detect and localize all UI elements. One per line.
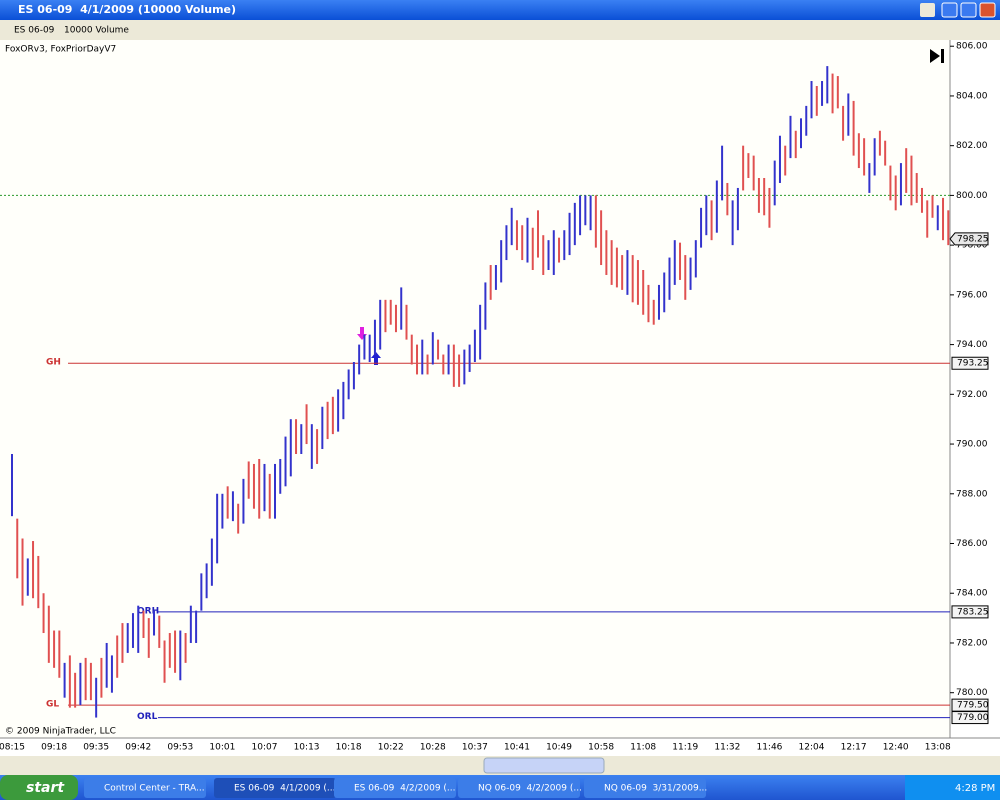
price-box-label: 793.25	[957, 359, 989, 369]
x-tick-label: 12:40	[883, 743, 909, 753]
price-box-label: 779.00	[957, 713, 989, 723]
x-tick-label: 11:19	[672, 743, 698, 753]
last-price-label: 798.25	[957, 234, 989, 244]
taskbar-item-label: ES 06-09 4/2/2009 (...	[354, 784, 456, 794]
level-name: GL	[46, 700, 59, 710]
price-box	[951, 711, 989, 725]
y-tick-label: 788.00	[956, 489, 988, 499]
system-tray	[905, 775, 1000, 800]
instrument-selector[interactable]: ES 06-09	[14, 26, 55, 36]
x-tick-label: 08:15	[0, 743, 25, 753]
y-tick-label: 804.00	[956, 91, 988, 101]
taskbar-item[interactable]	[214, 778, 336, 798]
price-axis	[950, 40, 1000, 738]
y-tick-label: 790.00	[956, 440, 988, 450]
level-name: GH	[46, 358, 61, 368]
x-tick-label: 12:04	[799, 743, 825, 753]
price-box	[951, 356, 989, 370]
y-tick-label: 800.00	[956, 191, 988, 201]
price-box-label: 779.50	[957, 701, 989, 711]
taskbar-item-label: Control Center - TRA...	[104, 784, 205, 794]
taskbar-item[interactable]	[458, 778, 580, 798]
y-tick-label: 784.00	[956, 589, 988, 599]
link-button[interactable]	[920, 3, 935, 17]
indicator-list: FoxORv3, FoxPriorDayV7	[5, 45, 116, 55]
level-name: ORL	[137, 712, 158, 722]
x-tick-label: 11:32	[714, 743, 740, 753]
scroll-thumb[interactable]	[483, 757, 605, 774]
y-tick-label: 786.00	[956, 539, 988, 549]
y-tick-label: 806.00	[956, 42, 988, 52]
window-title: ES 06-09 4/1/2009 (10000 Volume)	[18, 3, 236, 16]
level-name: ORH	[137, 606, 159, 616]
minimize-button[interactable]	[941, 2, 958, 18]
x-tick-label: 13:08	[925, 743, 951, 753]
toolbar	[0, 20, 1000, 40]
x-tick-label: 10:49	[546, 743, 572, 753]
x-tick-label: 10:28	[420, 743, 446, 753]
taskbar-item-label: NQ 06-09 3/31/2009...	[604, 784, 707, 794]
period-selector[interactable]: 10000 Volume	[64, 26, 129, 36]
x-tick-label: 10:13	[294, 743, 320, 753]
x-tick-label: 09:35	[83, 743, 109, 753]
taskbar-item-label: ES 06-09 4/1/2009 (...	[234, 784, 336, 794]
scroll-end-button[interactable]	[930, 49, 944, 63]
x-tick-label: 11:08	[630, 743, 656, 753]
y-tick-label: 780.00	[956, 688, 988, 698]
x-tick-label: 09:42	[125, 743, 151, 753]
title-bar	[0, 0, 1000, 20]
close-button[interactable]	[979, 2, 996, 18]
y-tick-label: 802.00	[956, 141, 988, 151]
start-button[interactable]	[0, 775, 78, 800]
x-tick-label: 10:18	[336, 743, 362, 753]
x-tick-label: 10:58	[588, 743, 614, 753]
x-tick-label: 10:01	[209, 743, 235, 753]
y-tick-label: 796.00	[956, 290, 988, 300]
x-tick-label: 10:07	[252, 743, 278, 753]
x-tick-label: 11:46	[756, 743, 782, 753]
x-tick-label: 10:37	[462, 743, 488, 753]
taskbar-item-label: NQ 06-09 4/2/2009 (...	[478, 784, 582, 794]
x-tick-label: 09:18	[41, 743, 67, 753]
y-tick-label: 782.00	[956, 638, 988, 648]
taskbar-item[interactable]	[334, 778, 456, 798]
clock: 4:28 PM	[955, 783, 995, 794]
copyright: © 2009 NinjaTrader, LLC	[5, 727, 116, 737]
price-box	[951, 605, 989, 619]
last-price-box	[949, 232, 989, 246]
x-tick-label: 09:53	[167, 743, 193, 753]
x-tick-label: 10:22	[378, 743, 404, 753]
x-tick-label: 12:17	[841, 743, 867, 753]
y-tick-label: 792.00	[956, 390, 988, 400]
x-tick-label: 10:41	[504, 743, 530, 753]
long-signal-arrow	[371, 352, 381, 365]
y-tick-label: 794.00	[956, 340, 988, 350]
price-box-label: 783.25	[957, 607, 989, 617]
maximize-button[interactable]	[960, 2, 977, 18]
y-tick-label: 798.00	[956, 241, 988, 251]
taskbar-item[interactable]	[84, 778, 206, 798]
start-label: start	[26, 780, 65, 796]
taskbar-item[interactable]	[584, 778, 706, 798]
